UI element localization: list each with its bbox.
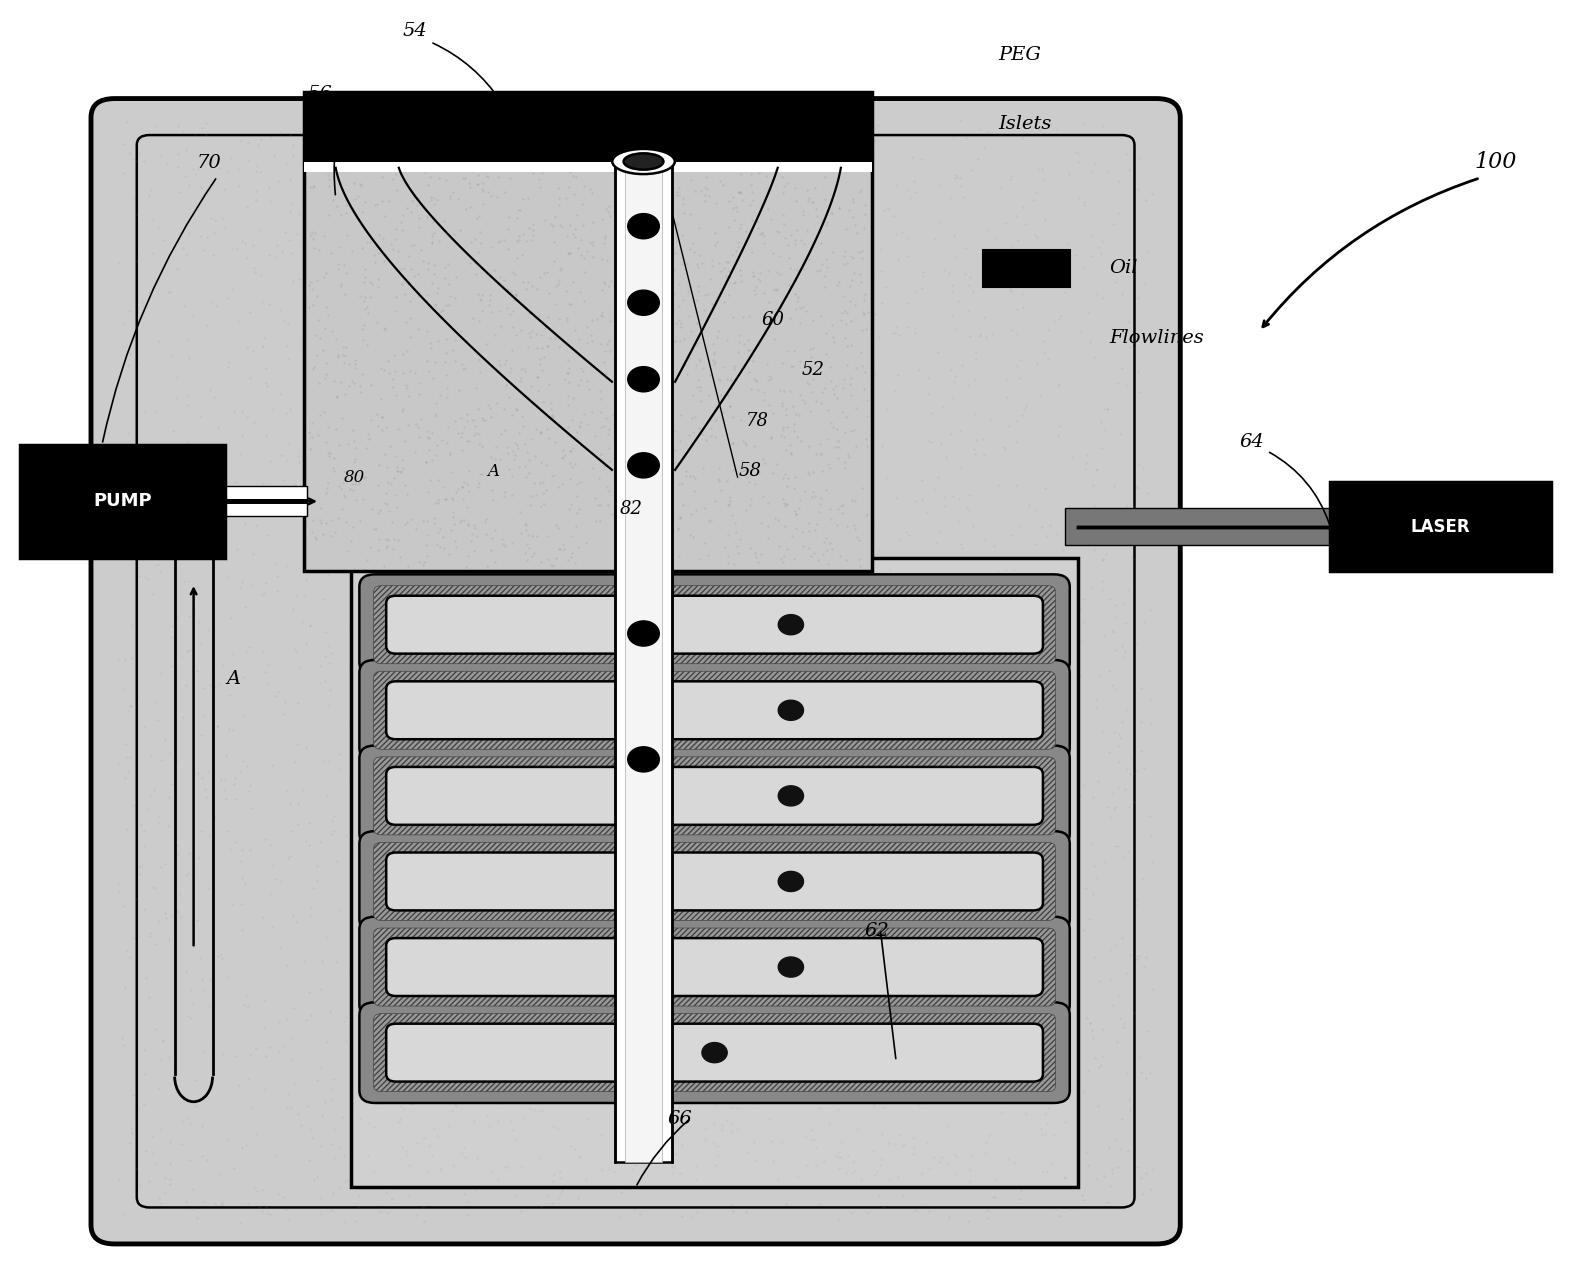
Bar	[305, 161, 873, 171]
Circle shape	[628, 452, 659, 478]
Circle shape	[628, 746, 659, 772]
Circle shape	[701, 1043, 727, 1063]
FancyBboxPatch shape	[386, 595, 1043, 654]
Circle shape	[778, 786, 803, 806]
FancyBboxPatch shape	[386, 853, 1043, 911]
Circle shape	[778, 614, 803, 635]
Text: Islets: Islets	[998, 115, 1052, 133]
FancyBboxPatch shape	[359, 1002, 1070, 1104]
Text: 64: 64	[1239, 433, 1263, 451]
Bar	[305, 92, 873, 570]
Circle shape	[628, 290, 659, 315]
FancyBboxPatch shape	[90, 99, 1181, 1244]
FancyBboxPatch shape	[136, 136, 1135, 1207]
Text: 80: 80	[343, 470, 365, 487]
Bar	[625, 161, 662, 1162]
Circle shape	[778, 701, 803, 721]
Circle shape	[625, 957, 651, 977]
Circle shape	[778, 957, 803, 977]
Text: 82: 82	[621, 500, 643, 518]
Text: A: A	[487, 464, 500, 480]
Circle shape	[625, 701, 651, 721]
FancyBboxPatch shape	[373, 1014, 1055, 1092]
Text: 78: 78	[746, 412, 770, 430]
Circle shape	[628, 366, 659, 392]
FancyBboxPatch shape	[373, 756, 1055, 835]
Bar	[616, 161, 671, 1162]
Text: Flowlines: Flowlines	[1109, 328, 1205, 347]
Text: PEG: PEG	[998, 46, 1041, 63]
Circle shape	[625, 614, 651, 635]
Bar	[1330, 483, 1550, 570]
Circle shape	[628, 214, 659, 238]
Circle shape	[625, 872, 651, 892]
Text: 60: 60	[762, 312, 786, 329]
Text: PUMP: PUMP	[94, 493, 152, 511]
Text: 66: 66	[667, 1110, 692, 1129]
Text: Oil: Oil	[1109, 260, 1138, 277]
Text: 100: 100	[1474, 151, 1517, 172]
Text: 54: 54	[402, 22, 427, 39]
Ellipse shape	[624, 153, 663, 170]
Text: 56: 56	[308, 85, 332, 103]
FancyBboxPatch shape	[386, 1024, 1043, 1082]
Bar	[982, 250, 1070, 288]
Bar	[222, 487, 308, 517]
FancyBboxPatch shape	[373, 585, 1055, 664]
Ellipse shape	[613, 150, 674, 174]
FancyBboxPatch shape	[359, 745, 1070, 846]
FancyBboxPatch shape	[359, 660, 1070, 760]
FancyBboxPatch shape	[373, 672, 1055, 749]
Text: 52: 52	[801, 361, 824, 380]
Circle shape	[778, 872, 803, 892]
FancyBboxPatch shape	[386, 767, 1043, 825]
FancyBboxPatch shape	[359, 574, 1070, 675]
Text: A: A	[225, 670, 240, 688]
FancyBboxPatch shape	[386, 682, 1043, 739]
Text: 70: 70	[197, 153, 222, 172]
Circle shape	[628, 621, 659, 646]
FancyBboxPatch shape	[386, 938, 1043, 996]
FancyBboxPatch shape	[359, 831, 1070, 931]
FancyBboxPatch shape	[359, 917, 1070, 1017]
Bar	[305, 92, 873, 161]
Text: 58: 58	[738, 462, 762, 480]
Circle shape	[625, 786, 651, 806]
Bar	[351, 557, 1078, 1187]
FancyBboxPatch shape	[373, 843, 1055, 921]
FancyBboxPatch shape	[373, 927, 1055, 1006]
Bar	[21, 445, 225, 557]
Text: LASER: LASER	[1411, 517, 1471, 536]
Bar	[1065, 508, 1343, 545]
Text: 62: 62	[865, 921, 889, 940]
